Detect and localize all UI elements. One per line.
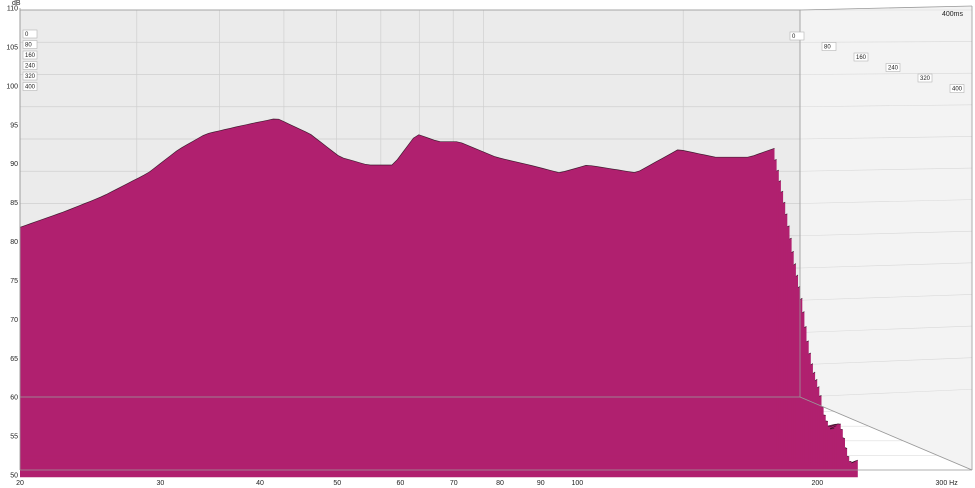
- svg-text:0: 0: [792, 34, 796, 40]
- x-axis-ticks: 20 30 40 50 60 70 80 90 100 200 300 Hz: [16, 480, 958, 487]
- time-ticks-left: 0 80 160 240 320 400: [22, 29, 38, 91]
- side-grid-line-db-100: [799, 72, 973, 75]
- x-tick-20: 20: [16, 480, 24, 487]
- side-grid-line-db-90: [799, 136, 973, 140]
- y-tick-60: 60: [10, 395, 18, 402]
- y-tick-90: 90: [10, 161, 18, 168]
- side-grid-line-db-60: [799, 325, 973, 333]
- y-tick-65: 65: [10, 356, 18, 363]
- y-tick-95: 95: [10, 122, 18, 129]
- svg-text:0: 0: [25, 32, 29, 38]
- side-wall: [800, 6, 972, 470]
- time-tag-left-320: 320: [22, 71, 38, 81]
- x-tick-30: 30: [157, 480, 165, 487]
- y-tick-110: 110: [7, 6, 18, 13]
- time-tag-right-240: 240: [885, 63, 901, 72]
- time-tag-left-0: 0: [22, 29, 38, 39]
- y-tick-75: 75: [10, 278, 18, 285]
- x-tick-60: 60: [397, 480, 405, 487]
- svg-text:400: 400: [25, 85, 36, 91]
- side-grid-line-db-70: [799, 262, 973, 269]
- x-tick-50: 50: [333, 480, 341, 487]
- time-tag-left-80: 80: [22, 40, 38, 49]
- time-axis-end-label: 400ms: [942, 11, 964, 18]
- surface-slice-0: [20, 119, 775, 456]
- side-grid-line-db-95: [799, 104, 973, 108]
- time-tag-right-0: 0: [789, 31, 805, 41]
- y-tick-70: 70: [10, 317, 18, 324]
- svg-text:160: 160: [856, 55, 867, 61]
- time-tag-right-320: 320: [917, 73, 933, 83]
- side-grid-line-db-55: [799, 357, 973, 366]
- svg-text:160: 160: [25, 53, 36, 59]
- x-tick-70: 70: [450, 480, 458, 487]
- y-tick-50: 50: [10, 473, 18, 480]
- side-grid-line-db-50: [799, 388, 973, 398]
- time-tag-left-400: 400: [22, 82, 38, 91]
- time-tag-right-160: 160: [853, 52, 869, 62]
- svg-text:320: 320: [920, 76, 931, 82]
- y-tick-85: 85: [10, 200, 18, 207]
- time-tag-right-400: 400: [949, 84, 965, 93]
- x-tick-40: 40: [256, 480, 264, 487]
- y-tick-105: 105: [6, 44, 18, 51]
- time-tag-right-80: 80: [821, 42, 837, 51]
- side-grid-line-db-105: [799, 41, 973, 43]
- x-tick-80: 80: [496, 480, 504, 487]
- side-grid-line-db-65: [799, 294, 973, 301]
- side-grid-line-db-85: [799, 167, 973, 172]
- y-axis-ticks: 50 55 60 65 70 75 80 85 90 95 100 105 110: [6, 6, 18, 480]
- svg-text:400: 400: [952, 87, 963, 93]
- time-ticks-right: 0 80 160 240 320 400: [789, 31, 965, 93]
- x-tick-200: 200: [811, 480, 823, 487]
- side-grid-line-db-75: [799, 230, 973, 237]
- svg-text:240: 240: [25, 64, 36, 70]
- side-grid-line-db-80: [799, 199, 973, 204]
- side-top-edge: [799, 5, 973, 11]
- x-tick-90: 90: [537, 480, 545, 487]
- svg-text:240: 240: [888, 66, 899, 72]
- svg-text:80: 80: [824, 45, 831, 51]
- y-tick-55: 55: [10, 434, 18, 441]
- axes-frame: [19, 5, 973, 471]
- y-tick-100: 100: [6, 83, 18, 90]
- svg-text:320: 320: [25, 74, 36, 80]
- slice-line-0: [19, 118, 775, 228]
- time-tag-left-240: 240: [22, 61, 38, 70]
- time-tag-left-160: 160: [22, 50, 38, 60]
- svg-text:80: 80: [25, 43, 32, 49]
- waterfall-surface: [19, 118, 858, 478]
- x-tick-100: 100: [571, 480, 583, 487]
- x-tick-300: 300 Hz: [936, 480, 959, 487]
- y-tick-80: 80: [10, 239, 18, 246]
- y-axis-unit-label: dB: [12, 0, 21, 7]
